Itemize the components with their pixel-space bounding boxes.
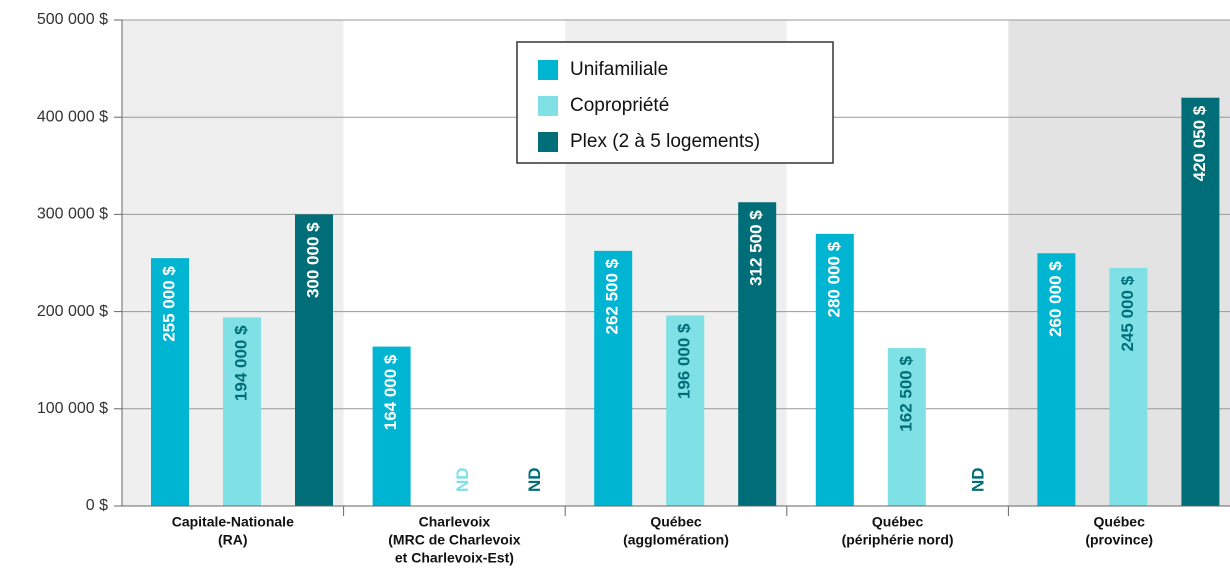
bar bbox=[1181, 97, 1220, 507]
value-label: ND bbox=[968, 467, 987, 492]
x-tick-label: Capitale-Nationale bbox=[172, 514, 294, 530]
value-label: 262 500 $ bbox=[603, 258, 622, 334]
value-label: 280 000 $ bbox=[824, 241, 843, 317]
y-tick-label: 100 000 $ bbox=[37, 400, 108, 417]
x-tick-label: (MRC de Charlevoix bbox=[388, 532, 520, 548]
x-tick-label: Charlevoix bbox=[419, 514, 491, 530]
x-tick-label: Québec bbox=[650, 514, 702, 530]
x-tick-label: (province) bbox=[1085, 532, 1153, 548]
y-tick-label: 200 000 $ bbox=[37, 303, 108, 320]
bar bbox=[1037, 253, 1076, 506]
y-tick-label: 0 $ bbox=[86, 497, 108, 514]
bar bbox=[151, 258, 189, 506]
bar bbox=[594, 250, 633, 506]
x-tick-label: (périphérie nord) bbox=[842, 532, 954, 548]
value-label: ND bbox=[525, 467, 544, 492]
value-label: 245 000 $ bbox=[1118, 275, 1137, 351]
value-label: 194 000 $ bbox=[231, 325, 250, 401]
legend-label: Unifamiliale bbox=[570, 59, 668, 80]
legend-swatch bbox=[538, 60, 558, 80]
x-tick-label: et Charlevoix-Est) bbox=[395, 550, 514, 566]
value-label: 196 000 $ bbox=[675, 323, 694, 399]
x-tick-label: (agglomération) bbox=[623, 532, 729, 548]
value-label: 312 500 $ bbox=[747, 210, 766, 286]
bar bbox=[295, 214, 333, 506]
value-label: ND bbox=[453, 467, 472, 492]
value-label: 162 500 $ bbox=[896, 356, 915, 432]
x-tick-label: Québec bbox=[872, 514, 924, 530]
y-tick-label: 400 000 $ bbox=[37, 108, 108, 125]
bar bbox=[815, 233, 854, 506]
x-tick-label: (RA) bbox=[218, 532, 248, 548]
x-tick-label: Québec bbox=[1094, 514, 1146, 530]
bar bbox=[887, 348, 926, 506]
y-tick-label: 300 000 $ bbox=[37, 206, 108, 223]
bar bbox=[738, 202, 777, 506]
value-label: 420 050 $ bbox=[1190, 105, 1209, 181]
legend-swatch bbox=[538, 96, 558, 116]
bar bbox=[223, 317, 261, 506]
y-tick-label: 500 000 $ bbox=[37, 11, 108, 28]
value-label: 164 000 $ bbox=[381, 354, 400, 430]
bar bbox=[372, 346, 411, 506]
value-label: 300 000 $ bbox=[303, 222, 322, 298]
legend-box bbox=[516, 41, 834, 164]
value-label: 260 000 $ bbox=[1046, 261, 1065, 337]
value-label: 255 000 $ bbox=[159, 266, 178, 342]
legend-label: Plex (2 à 5 logements) bbox=[570, 131, 760, 152]
bar bbox=[666, 315, 705, 506]
legend-swatch bbox=[538, 132, 558, 152]
legend-label: Copropriété bbox=[570, 95, 669, 116]
bar bbox=[1109, 267, 1148, 506]
